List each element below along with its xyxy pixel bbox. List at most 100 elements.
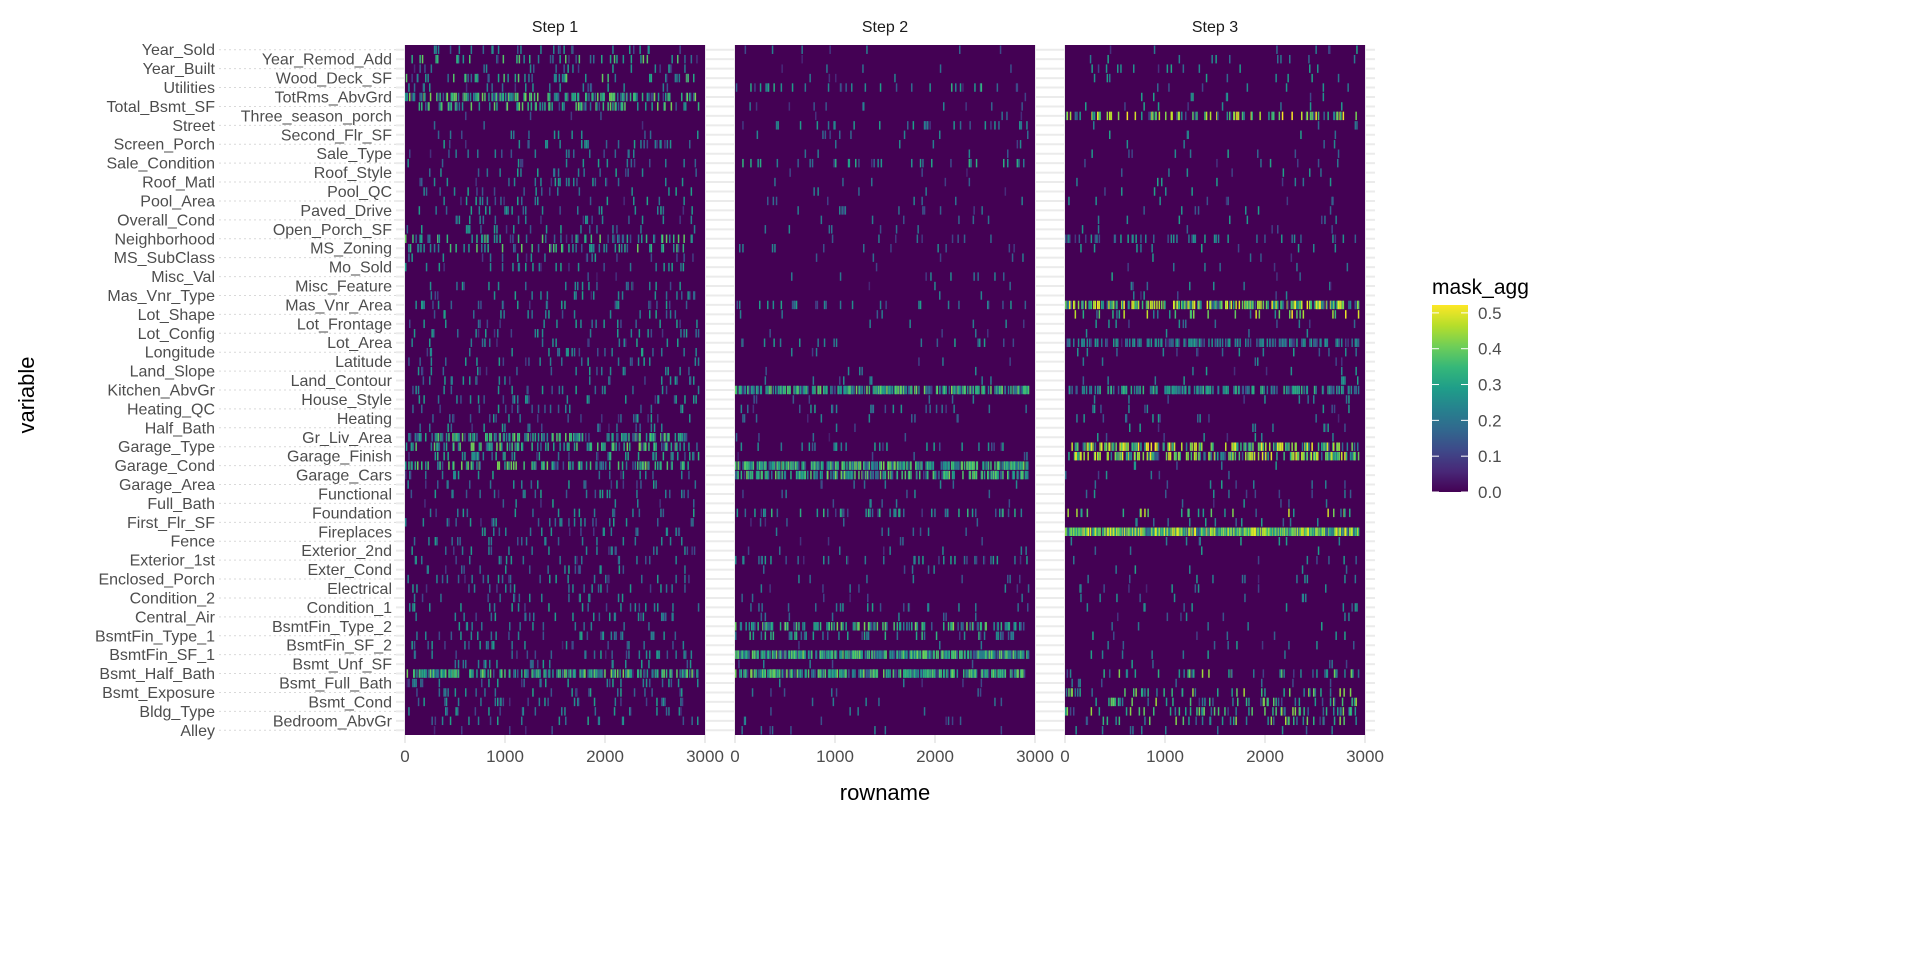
heat-cell	[1184, 301, 1186, 309]
heat-cell	[1147, 282, 1149, 290]
heat-cell	[958, 216, 960, 224]
heat-cell	[1239, 348, 1241, 356]
heat-cell	[586, 140, 588, 148]
heat-cell	[687, 93, 689, 101]
heat-cell	[656, 301, 658, 309]
heat-cell	[683, 253, 685, 261]
heat-cell	[1001, 386, 1003, 394]
heat-cell	[568, 594, 570, 602]
heat-cell	[598, 424, 600, 432]
heat-cell	[1179, 216, 1181, 224]
heat-cell	[1227, 386, 1229, 394]
heat-cell	[589, 244, 591, 252]
heat-cell	[779, 461, 781, 469]
heat-cell	[563, 46, 565, 54]
heat-cell	[532, 669, 534, 677]
heat-cell	[1311, 339, 1313, 347]
heat-cell	[1021, 509, 1023, 517]
heat-cell	[739, 650, 741, 658]
heat-cell	[1148, 112, 1150, 120]
heat-cell	[698, 357, 700, 365]
heat-cell	[617, 235, 619, 243]
heat-cell	[949, 650, 951, 658]
heat-cell	[459, 102, 461, 110]
heat-cell	[911, 159, 913, 167]
heat-cell	[616, 253, 618, 261]
heat-cell	[832, 613, 834, 621]
heat-cell	[1150, 301, 1152, 309]
heat-cell	[549, 244, 551, 252]
heat-cell	[1010, 64, 1012, 72]
heat-cell	[434, 121, 436, 129]
heat-cell	[944, 669, 946, 677]
heat-cell	[558, 168, 560, 176]
heat-cell	[543, 669, 545, 677]
heat-cell	[566, 641, 568, 649]
heat-cell	[496, 102, 498, 110]
heat-cell	[527, 102, 529, 110]
heat-cell	[1235, 301, 1237, 309]
heat-cell	[1260, 386, 1262, 394]
heat-cell	[1279, 310, 1281, 318]
heat-cell	[483, 46, 485, 54]
heat-cell	[736, 83, 738, 91]
heat-cell	[524, 490, 526, 498]
heat-cell	[471, 546, 473, 554]
heat-cell	[544, 698, 546, 706]
heat-cell	[434, 46, 436, 54]
heat-cell	[826, 64, 828, 72]
heat-cell	[849, 707, 851, 715]
heat-cell	[962, 622, 964, 630]
heat-cell	[457, 329, 459, 337]
heat-cell	[649, 282, 651, 290]
heat-cell	[809, 650, 811, 658]
heat-cell	[566, 74, 568, 82]
heat-cell	[619, 669, 621, 677]
heat-cell	[442, 669, 444, 677]
heat-cell	[603, 632, 605, 640]
heat-cell	[545, 310, 547, 318]
heat-cell	[1289, 55, 1291, 63]
heat-cell	[823, 509, 825, 517]
heat-cell	[503, 452, 505, 460]
heat-cell	[575, 556, 577, 564]
heat-cell	[456, 395, 458, 403]
heat-cell	[1141, 112, 1143, 120]
heat-cell	[522, 442, 524, 450]
heat-cell	[1014, 556, 1016, 564]
heat-cell	[523, 461, 525, 469]
heat-cell	[949, 386, 951, 394]
heat-cell	[456, 282, 458, 290]
heat-cell	[471, 461, 473, 469]
heat-cell	[565, 55, 567, 63]
heat-cell	[1344, 376, 1346, 384]
heat-cell	[1002, 509, 1004, 517]
heat-cell	[796, 471, 798, 479]
heat-cell	[921, 679, 923, 687]
heat-cell	[1005, 386, 1007, 394]
heat-cell	[675, 74, 677, 82]
heat-cell	[664, 433, 666, 441]
heat-cell	[447, 575, 449, 583]
heat-cell	[1143, 206, 1145, 214]
heat-cell	[1138, 386, 1140, 394]
heat-cell	[453, 74, 455, 82]
heat-cell	[1023, 159, 1025, 167]
heat-cell	[781, 386, 783, 394]
heat-cell	[810, 471, 812, 479]
heat-cell	[1095, 197, 1097, 205]
heat-cell	[1147, 310, 1149, 318]
heat-cell	[431, 64, 433, 72]
heat-cell	[930, 272, 932, 280]
heat-cell	[564, 669, 566, 677]
heat-cell	[467, 93, 469, 101]
heat-cell	[507, 206, 509, 214]
heat-cell	[528, 140, 530, 148]
heat-cell	[505, 584, 507, 592]
heat-cell	[873, 471, 875, 479]
heat-cell	[531, 253, 533, 261]
heat-cell	[1331, 386, 1333, 394]
heat-cell	[796, 622, 798, 630]
heat-cell	[977, 622, 979, 630]
heat-cell	[415, 433, 417, 441]
